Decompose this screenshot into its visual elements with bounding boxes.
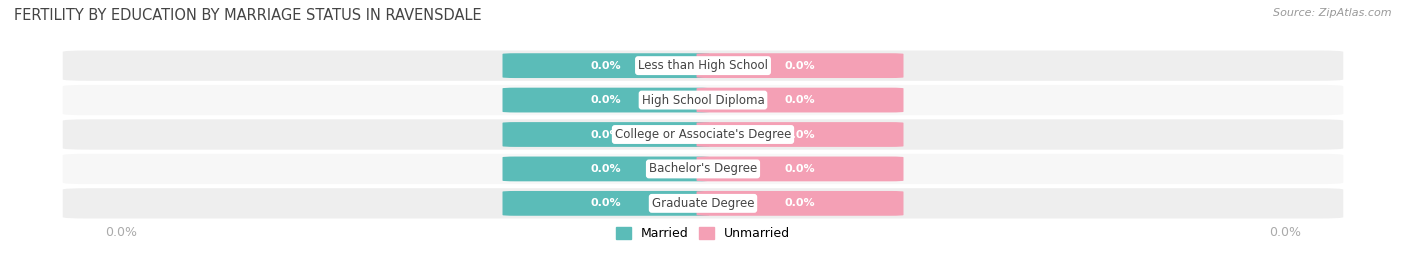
Text: College or Associate's Degree: College or Associate's Degree [614, 128, 792, 141]
FancyBboxPatch shape [63, 85, 1343, 115]
FancyBboxPatch shape [63, 154, 1343, 184]
Text: 0.0%: 0.0% [785, 95, 815, 105]
FancyBboxPatch shape [63, 119, 1343, 150]
Text: 0.0%: 0.0% [591, 198, 621, 208]
FancyBboxPatch shape [696, 88, 904, 112]
FancyBboxPatch shape [502, 88, 710, 112]
Text: 0.0%: 0.0% [785, 129, 815, 140]
FancyBboxPatch shape [502, 157, 710, 181]
Text: 0.0%: 0.0% [591, 129, 621, 140]
FancyBboxPatch shape [696, 191, 904, 216]
FancyBboxPatch shape [502, 53, 710, 78]
Text: Graduate Degree: Graduate Degree [652, 197, 754, 210]
FancyBboxPatch shape [63, 188, 1343, 218]
Text: 0.0%: 0.0% [591, 95, 621, 105]
Text: Less than High School: Less than High School [638, 59, 768, 72]
FancyBboxPatch shape [696, 53, 904, 78]
Legend: Married, Unmarried: Married, Unmarried [612, 222, 794, 245]
Text: FERTILITY BY EDUCATION BY MARRIAGE STATUS IN RAVENSDALE: FERTILITY BY EDUCATION BY MARRIAGE STATU… [14, 8, 482, 23]
FancyBboxPatch shape [696, 157, 904, 181]
Text: High School Diploma: High School Diploma [641, 94, 765, 107]
Text: 0.0%: 0.0% [591, 164, 621, 174]
Text: 0.0%: 0.0% [785, 61, 815, 71]
Text: 0.0%: 0.0% [591, 61, 621, 71]
Text: 0.0%: 0.0% [785, 198, 815, 208]
Text: Bachelor's Degree: Bachelor's Degree [650, 162, 756, 175]
FancyBboxPatch shape [502, 191, 710, 216]
FancyBboxPatch shape [502, 122, 710, 147]
FancyBboxPatch shape [696, 122, 904, 147]
Text: 0.0%: 0.0% [785, 164, 815, 174]
FancyBboxPatch shape [63, 51, 1343, 81]
Text: Source: ZipAtlas.com: Source: ZipAtlas.com [1274, 8, 1392, 18]
